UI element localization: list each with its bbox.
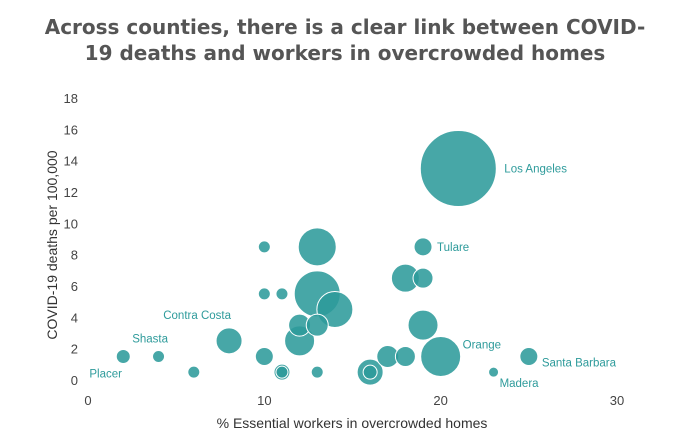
bubble-point <box>419 130 497 207</box>
x-tick-label: 30 <box>610 393 624 408</box>
point-label: Madera <box>500 378 540 390</box>
y-axis-label: COVID-19 deaths per 100,000 <box>44 150 60 339</box>
y-tick-label: 10 <box>64 216 78 231</box>
bubble-point <box>257 240 271 254</box>
bubble-point <box>519 347 539 366</box>
bubble-point <box>275 287 289 301</box>
bubble-point <box>412 267 434 289</box>
bubble-point <box>394 346 416 367</box>
y-tick-label: 18 <box>64 91 78 106</box>
x-tick-label: 10 <box>257 393 271 408</box>
bubble-point <box>257 287 271 301</box>
x-tick-label: 0 <box>84 393 91 408</box>
x-tick-label: 20 <box>433 393 447 408</box>
point-label: Orange <box>463 340 501 352</box>
y-tick-label: 14 <box>64 154 78 169</box>
bubble-layer <box>115 130 539 386</box>
bubble-point <box>254 347 274 366</box>
y-tick-label: 0 <box>71 373 78 388</box>
bubble-point <box>215 327 243 355</box>
chart-title-line-2: 19 deaths and workers in overcrowded hom… <box>84 41 606 65</box>
point-label: Shasta <box>132 334 168 346</box>
point-label: Placer <box>89 369 122 381</box>
chart-title-line-1: Across counties, there is a clear link b… <box>44 15 646 39</box>
point-label: Santa Barbara <box>542 358 617 370</box>
bubble-point <box>413 237 433 257</box>
bubble-point <box>152 350 166 363</box>
point-label: Los Angeles <box>504 164 567 176</box>
bubble-point <box>310 365 324 379</box>
bubble-point <box>297 227 337 267</box>
y-tick-label: 12 <box>64 185 78 200</box>
chart-title: Across counties, there is a clear link b… <box>0 14 690 66</box>
y-tick-label: 16 <box>64 122 78 137</box>
y-tick-label: 4 <box>71 310 78 325</box>
x-axis-label: % Essential workers in overcrowded homes <box>217 415 488 431</box>
bubble-point <box>275 365 289 379</box>
bubble-point <box>362 364 378 380</box>
point-label-layer: Los Angeles Tulare Contra Costa Orange Santa… <box>89 164 616 391</box>
x-tick-labels: 0 10 20 30 <box>84 393 624 408</box>
bubble-point <box>407 309 439 341</box>
bubble-point <box>305 313 329 337</box>
bubble-point <box>488 366 500 378</box>
bubble-point <box>420 336 462 377</box>
y-tick-labels: 0 2 4 6 8 10 12 14 16 18 <box>64 91 78 388</box>
bubble-point <box>115 349 131 364</box>
point-label: Contra Costa <box>163 310 231 322</box>
point-label: Tulare <box>437 242 469 254</box>
y-tick-label: 2 <box>71 342 78 357</box>
y-tick-label: 6 <box>71 279 78 294</box>
y-tick-label: 8 <box>71 248 78 263</box>
bubble-point <box>187 365 201 379</box>
